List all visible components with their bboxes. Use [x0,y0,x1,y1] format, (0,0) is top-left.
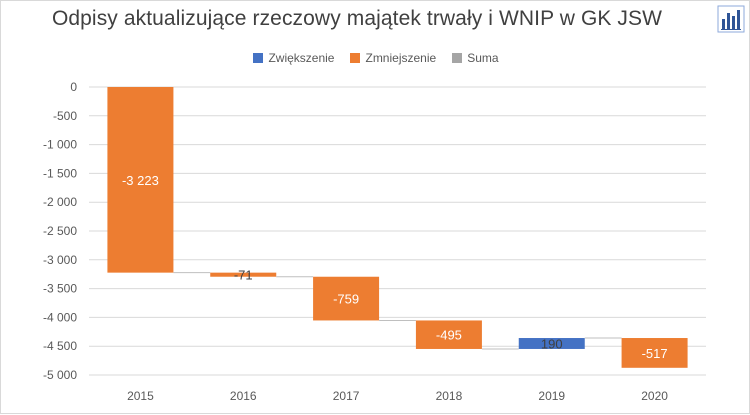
bar [415,320,482,349]
y-tick-label: 0 [70,80,77,94]
x-tick-label: 2016 [230,389,257,403]
bar [107,87,174,273]
legend-item-total: Suma [452,51,499,65]
data-label: -3 223 [122,173,159,188]
y-tick-label: -500 [53,109,77,123]
bar [210,272,277,277]
y-tick-label: -1 000 [43,138,77,152]
data-label: -517 [642,346,668,361]
legend-label-decrease: Zmniejszenie [365,51,437,65]
chart-title: Odpisy aktualizujące rzeczowy majątek tr… [51,7,663,30]
x-tick-label: 2015 [127,389,154,403]
bar [313,276,380,321]
legend-label-total: Suma [467,51,499,65]
y-tick-label: -4 000 [43,310,77,324]
y-tick-label: -5 000 [43,368,77,382]
y-tick-label: -2 500 [43,224,77,238]
legend-swatch-decrease [350,53,361,63]
legend-swatch-total [452,53,463,63]
x-tick-label: 2018 [436,389,463,403]
y-tick-label: -3 000 [43,253,77,267]
y-tick-label: -3 500 [43,282,77,296]
data-label: -495 [436,328,462,343]
legend-item-increase: Zwiększenie [253,51,334,65]
data-label: -759 [333,292,359,307]
legend-item-decrease: Zmniejszenie [350,51,436,65]
bar [621,338,688,368]
legend: Zwiększenie Zmniejszenie Suma [1,51,750,65]
x-tick-label: 2017 [333,389,360,403]
x-tick-label: 2020 [641,389,668,403]
bar [518,338,585,349]
legend-label-increase: Zwiększenie [268,51,335,65]
y-tick-label: -1 500 [43,166,77,180]
data-label: 190 [541,336,563,351]
y-tick-label: -2 000 [43,195,77,209]
legend-swatch-increase [253,53,264,63]
x-tick-label: 2019 [538,389,565,403]
data-label: -71 [234,268,253,283]
chart-icon[interactable] [717,5,745,33]
y-tick-label: -4 500 [43,339,77,353]
